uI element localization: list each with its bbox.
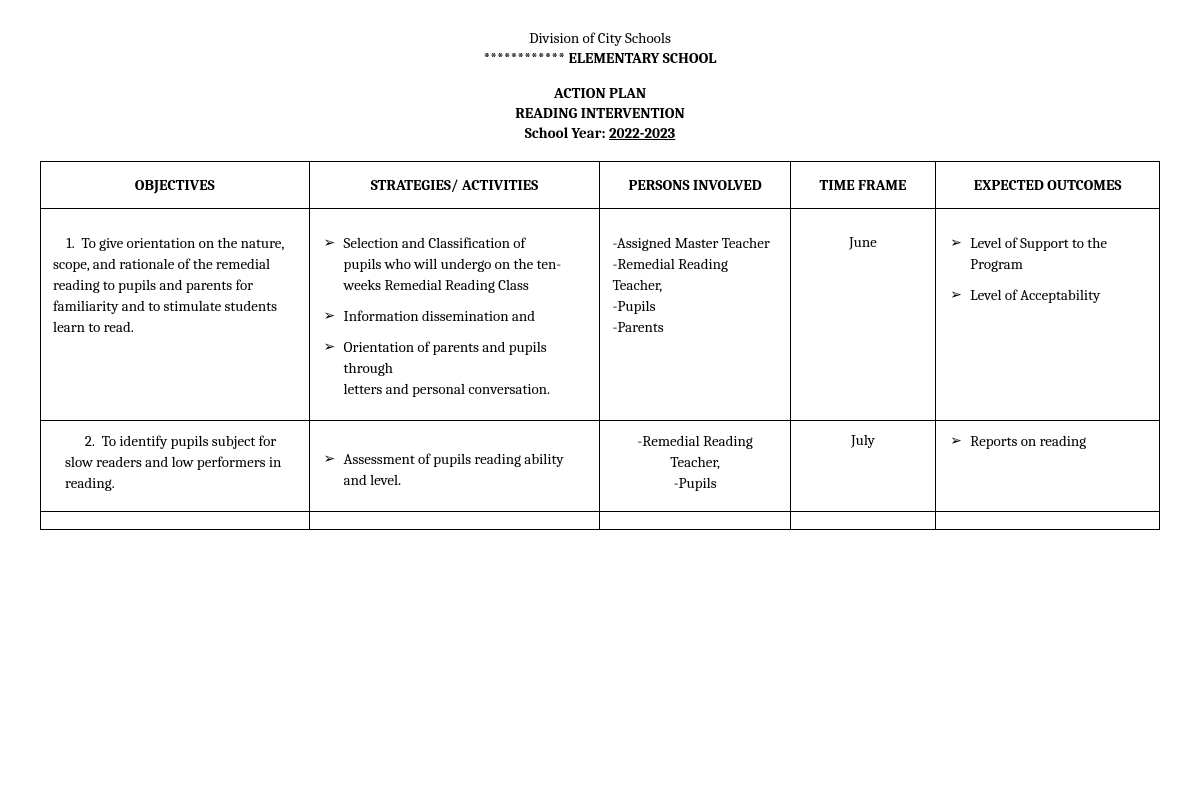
plan-title-2: READING INTERVENTION: [40, 103, 1160, 123]
outcomes-cell: Reports on reading: [936, 421, 1160, 512]
strategy-item: Information dissemination and: [322, 306, 588, 327]
table-row-empty: [41, 512, 1160, 530]
empty-cell: [600, 512, 790, 530]
strategies-cell: Selection and Classification ofpupils wh…: [309, 209, 600, 421]
school-year-line: School Year: 2022-2023: [40, 123, 1160, 143]
persons-cell: -Assigned Master Teacher-Remedial Readin…: [600, 209, 790, 421]
strategies-list: Assessment of pupils reading ability and…: [322, 449, 588, 491]
persons-text: -Remedial Reading Teacher,-Pupils: [612, 431, 777, 494]
persons-text: -Assigned Master Teacher-Remedial Readin…: [612, 233, 777, 338]
objective-text: 1. To give orientation on the nature, sc…: [53, 233, 297, 338]
outcomes-list: Reports on reading: [948, 431, 1147, 452]
outcomes-cell: Level of Support to the Program Level of …: [936, 209, 1160, 421]
col-time: TIME FRAME: [790, 162, 935, 209]
plan-title-1: ACTION PLAN: [40, 83, 1160, 103]
strategies-list: Selection and Classification ofpupils wh…: [322, 233, 588, 400]
objective-cell: 1. To give orientation on the nature, sc…: [41, 209, 310, 421]
outcomes-list: Level of Support to the Program Level of …: [948, 233, 1147, 306]
sy-value: 2022-2023: [609, 124, 675, 142]
table-row: 2. To identify pupils subject for slow r…: [41, 421, 1160, 512]
outcome-item: Level of Support to the Program: [948, 233, 1147, 275]
document-header: Division of City Schools ************ EL…: [40, 28, 1160, 143]
strategy-item: Selection and Classification ofpupils wh…: [322, 233, 588, 296]
strategy-item: Orientation of parents and pupils throug…: [322, 337, 588, 400]
time-cell: July: [790, 421, 935, 512]
division-line: Division of City Schools: [40, 28, 1160, 48]
objective-text: 2. To identify pupils subject for slow r…: [65, 431, 289, 494]
time-cell: June: [790, 209, 935, 421]
strategy-item: Assessment of pupils reading ability and…: [322, 449, 588, 491]
outcome-item: Reports on reading: [948, 431, 1147, 452]
table-header-row: OBJECTIVES STRATEGIES/ ACTIVITIES PERSON…: [41, 162, 1160, 209]
sy-label: School Year:: [525, 124, 606, 142]
strategies-cell: Assessment of pupils reading ability and…: [309, 421, 600, 512]
empty-cell: [936, 512, 1160, 530]
table-row: 1. To give orientation on the nature, sc…: [41, 209, 1160, 421]
empty-cell: [41, 512, 310, 530]
school-name: ELEMENTARY SCHOOL: [568, 49, 716, 67]
objective-cell: 2. To identify pupils subject for slow r…: [41, 421, 310, 512]
school-prefix: ************: [484, 49, 566, 67]
col-persons: PERSONS INVOLVED: [600, 162, 790, 209]
school-line: ************ ELEMENTARY SCHOOL: [40, 48, 1160, 68]
col-strategies: STRATEGIES/ ACTIVITIES: [309, 162, 600, 209]
empty-cell: [309, 512, 600, 530]
persons-cell: -Remedial Reading Teacher,-Pupils: [600, 421, 790, 512]
col-outcomes: EXPECTED OUTCOMES: [936, 162, 1160, 209]
empty-cell: [790, 512, 935, 530]
outcome-item: Level of Acceptability: [948, 285, 1147, 306]
table-body: 1. To give orientation on the nature, sc…: [41, 209, 1160, 530]
col-objectives: OBJECTIVES: [41, 162, 310, 209]
action-plan-table: OBJECTIVES STRATEGIES/ ACTIVITIES PERSON…: [40, 161, 1160, 530]
